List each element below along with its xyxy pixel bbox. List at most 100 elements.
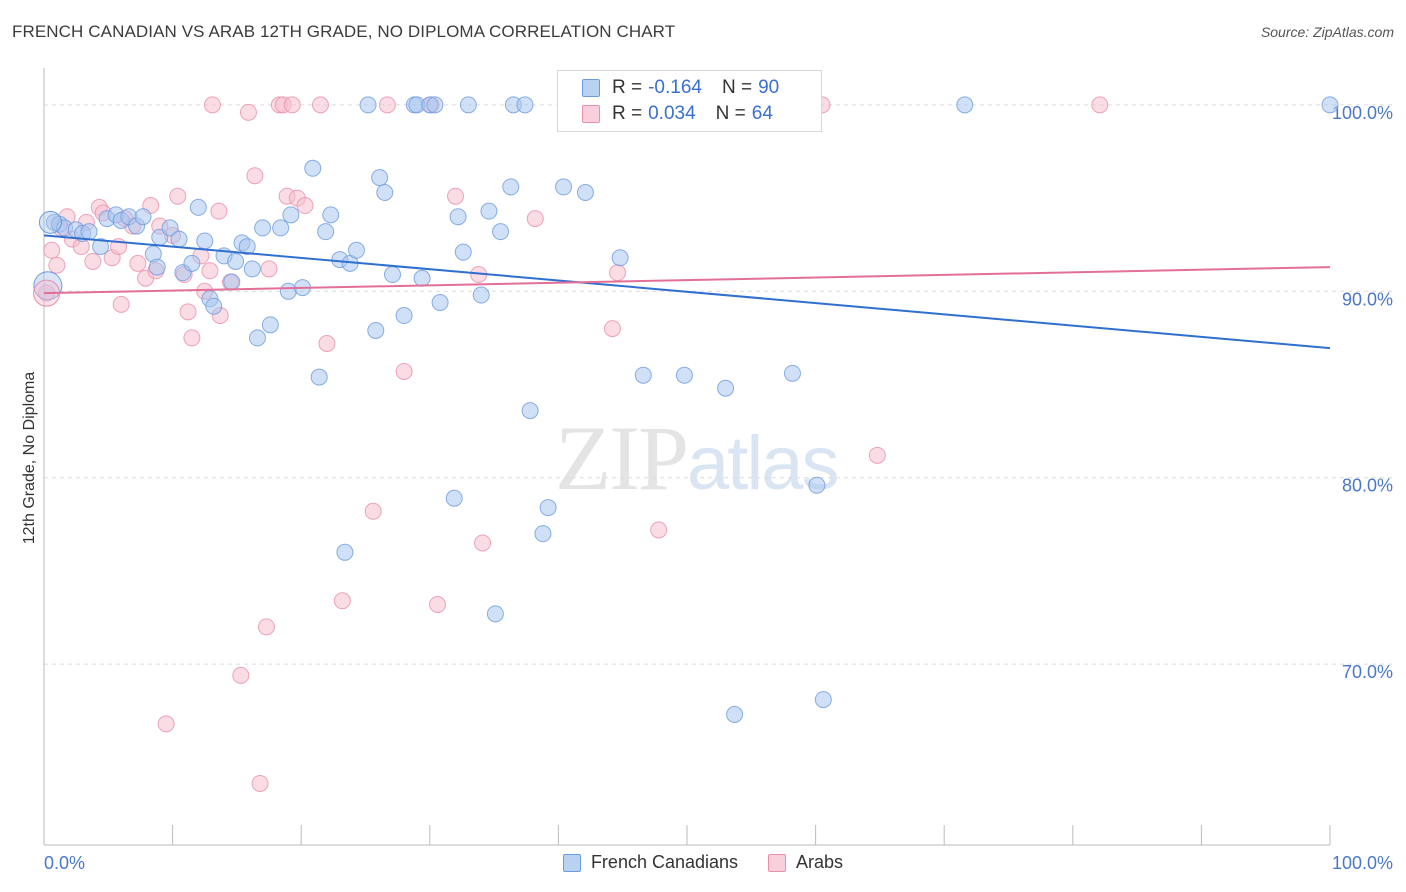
french-canadian-point (304, 159, 322, 177)
arab-point (526, 210, 544, 228)
french-canadian-point (472, 286, 490, 304)
french-canadian-point (317, 223, 335, 241)
arab-point (1091, 96, 1109, 114)
french-canadian-point (310, 368, 328, 386)
arab-point (311, 96, 329, 114)
french-canadian-point (170, 230, 188, 248)
arab-point (43, 241, 61, 259)
french-canadian-point (675, 366, 693, 384)
french-canadian-point (384, 266, 402, 284)
french-canadian-point (279, 282, 297, 300)
french-canadian-point (726, 706, 744, 723)
y-tick-label: 70.0% (1342, 662, 1393, 682)
french-canadian-point (243, 260, 261, 278)
arab-point (183, 329, 201, 347)
y-tick-label: 90.0% (1342, 289, 1393, 309)
arab-point (84, 252, 102, 270)
french-canadian-point (576, 184, 594, 201)
french-canadian-point (521, 402, 539, 420)
french-canadian-point (148, 258, 166, 276)
french-canadian-point (502, 178, 520, 196)
legend-n-label: N = (715, 103, 746, 124)
stats-legend: R = -0.164 N = 90 R = 0.034 N = 64 (557, 70, 822, 132)
arab-point (364, 502, 382, 520)
legend-r-value: -0.164 (648, 77, 702, 98)
arab-point (112, 295, 130, 313)
legend-n-value: 64 (751, 103, 773, 124)
french-canadian-point (347, 241, 365, 259)
legend-n-value: 90 (758, 77, 780, 98)
watermark: ZIPatlas (555, 405, 840, 511)
french-canadian-point (189, 198, 207, 216)
french-canadian-point (134, 208, 152, 226)
chart-title: FRENCH CANADIAN VS ARAB 12TH GRADE, NO D… (12, 22, 676, 41)
french-canadian-point (459, 96, 477, 114)
arab-point (157, 715, 175, 733)
arab-trend-line (43, 266, 1331, 295)
french-canadian-point (426, 96, 444, 114)
french-canadian-point (376, 184, 394, 201)
french-canadian-point (248, 329, 266, 347)
arab-point (239, 103, 257, 121)
arab-point (129, 254, 147, 272)
french-canadian-point (238, 238, 256, 256)
french-canadian-point (539, 499, 557, 517)
french-canadian-point (395, 307, 413, 325)
french-canadian-point (261, 316, 279, 334)
x-tick-label-min: 0.0% (44, 853, 86, 873)
french-canadian-point (336, 543, 354, 561)
source-credit: Source: ZipAtlas.com (1260, 24, 1394, 40)
legend-r-label: R = (612, 77, 643, 98)
arab-point (203, 96, 221, 114)
french-canadian-point (956, 96, 974, 114)
arab-point (283, 96, 301, 114)
legend-swatch-pink (582, 105, 600, 123)
french-canadian-point (454, 243, 472, 261)
watermark-zip: ZIP (555, 407, 689, 509)
french-canadian-point (254, 219, 272, 237)
arab-point (333, 592, 351, 610)
arab-point (48, 256, 66, 274)
arab-point (169, 187, 187, 205)
y-tick-label: 100.0% (1332, 103, 1393, 123)
french-canadian-point (413, 269, 431, 287)
french-canadian-point (808, 476, 826, 494)
french-canadian-point (223, 273, 241, 291)
legend-swatch-pink (768, 853, 787, 872)
arab-point (232, 666, 250, 684)
french-canadian-point (92, 238, 110, 256)
arab-point (257, 618, 275, 636)
legend-r-label: R = (612, 103, 643, 124)
legend-item-french-canadians: French Canadians (562, 852, 739, 873)
french-canadian-point (431, 293, 449, 311)
legend-swatch-blue (582, 79, 600, 97)
arab-point (201, 262, 219, 280)
arab-point (603, 320, 621, 338)
arab-point (447, 187, 465, 205)
french-canadian-point (516, 96, 534, 114)
arab-point (296, 197, 314, 215)
french-canadian-point (486, 605, 504, 623)
legend-n-label: N = (721, 77, 753, 98)
french-canadian-point (555, 178, 573, 196)
legend-row-arabs: R = 0.034 N = 64 (582, 102, 773, 126)
arab-point (210, 202, 228, 220)
legend-row-french-canadians: R = -0.164 N = 90 (582, 76, 779, 100)
french-canadian-point (611, 249, 629, 267)
french-canadian-point (38, 210, 62, 234)
french-canadian-point (783, 364, 801, 382)
arab-point (318, 335, 336, 353)
arab-point (474, 534, 492, 552)
french-canadian-point (272, 219, 290, 237)
arab-point (868, 446, 886, 464)
french-canadian-point (449, 208, 467, 226)
french-canadian-point (367, 321, 385, 339)
french-canadian-point (445, 489, 463, 507)
french-canadian-point (717, 379, 735, 397)
arab-point (378, 96, 396, 114)
french-canadian-point (183, 254, 201, 272)
arab-point (609, 264, 627, 282)
french-canadian-point (205, 297, 223, 315)
french-canadian-point (80, 223, 98, 241)
legend-label-french-canadians: French Canadians (590, 852, 739, 872)
